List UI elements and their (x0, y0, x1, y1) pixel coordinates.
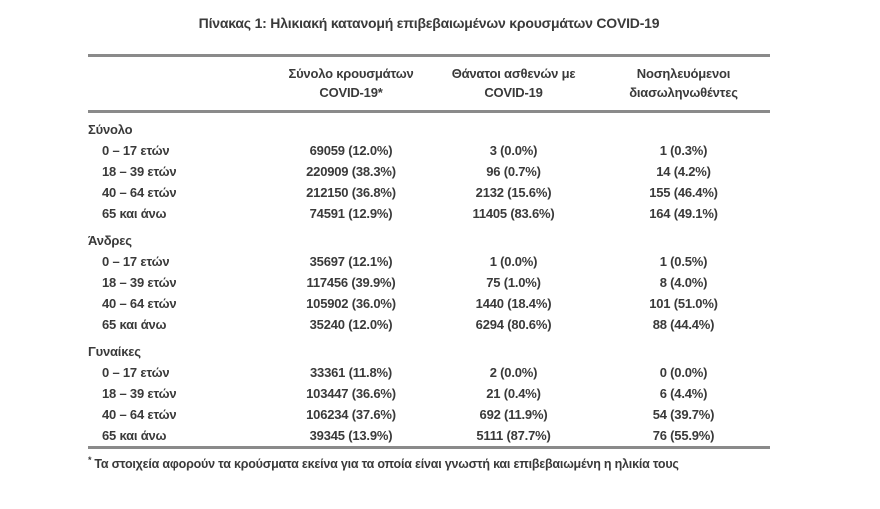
table-row: 18 – 39 ετών 103447 (36.6%) 21 (0.4%) 6 (4.… (88, 383, 770, 404)
deaths-value: 1 (0.0%) (489, 254, 538, 269)
table-row: 0 – 17 ετών 33361 (11.8%) 2 (0.0%) 0 (0.0%) (88, 362, 770, 383)
section-label: Γυναίκες (88, 344, 141, 359)
section-row: Άνδρες (88, 224, 770, 251)
section-row: Γυναίκες (88, 335, 770, 362)
table-row: 65 και άνω 39345 (13.9%) 5111 (87.7%) 76 (5… (88, 425, 770, 446)
table-row: 65 και άνω 74591 (12.9%) 11405 (83.6%) 164 … (88, 203, 770, 224)
cases-value: 103447 (36.6%) (306, 386, 396, 401)
cases-value: 106234 (37.6%) (306, 407, 396, 422)
deaths-value: 5111 (87.7%) (476, 428, 551, 443)
covid-age-table: Σύνολο κρουσμάτων COVID-19* Θάνατοι ασθε… (88, 57, 770, 446)
deaths-value: 692 (11.9%) (479, 407, 548, 422)
cases-value: 220909 (38.3%) (306, 164, 396, 179)
section-label: Σύνολο (88, 122, 133, 137)
age-group-label: 40 – 64 ετών (102, 296, 177, 311)
cases-value: 33361 (11.8%) (310, 365, 392, 380)
age-group-label: 18 – 39 ετών (102, 275, 177, 290)
age-group-label: 0 – 17 ετών (102, 254, 170, 269)
table-1-block: Πίνακας 1: Ηλικιακή κατανομή επιβεβαιωμέ… (88, 14, 770, 472)
table-body: Σύνολο 0 – 17 ετών 69059 (12.0%) 3 (0.0%) 1 … (88, 112, 770, 447)
deaths-value: 21 (0.4%) (486, 386, 541, 401)
age-group-label: 40 – 64 ετών (102, 407, 177, 422)
table-row: 0 – 17 ετών 69059 (12.0%) 3 (0.0%) 1 (0.3%) (88, 140, 770, 161)
table-row: 40 – 64 ετών 105902 (36.0%) 1440 (18.4%) 10… (88, 293, 770, 314)
section-label: Άνδρες (88, 233, 132, 248)
table-row: 65 και άνω 35240 (12.0%) 6294 (80.6%) 88 (4… (88, 314, 770, 335)
deaths-value: 96 (0.7%) (486, 164, 541, 179)
header-total-cases: Σύνολο κρουσμάτων COVID-19* (272, 57, 430, 113)
age-group-label: 65 και άνω (102, 317, 167, 332)
header-intubated-line2: διασωληνωθέντες (629, 85, 738, 100)
cases-value: 39345 (13.9%) (309, 428, 393, 443)
cases-value: 212150 (36.8%) (306, 185, 396, 200)
table-row: 0 – 17 ετών 35697 (12.1%) 1 (0.0%) 1 (0.5%) (88, 251, 770, 272)
table-row: 40 – 64 ετών 106234 (37.6%) 692 (11.9%) 54 … (88, 404, 770, 425)
cases-value: 35697 (12.1%) (309, 254, 393, 269)
age-group-label: 65 και άνω (102, 206, 167, 221)
deaths-value: 1440 (18.4%) (475, 296, 552, 311)
header-intubated-line1: Νοσηλευόμενοι (636, 66, 731, 81)
intubated-value: 6 (4.4%) (659, 386, 708, 401)
header-deaths-line1: Θάνατοι ασθενών με (451, 66, 576, 81)
cases-value: 105902 (36.0%) (306, 296, 396, 311)
intubated-value: 76 (55.9%) (652, 428, 715, 443)
footnote-asterisk-marker: * (88, 454, 92, 465)
intubated-value: 164 (49.1%) (649, 206, 718, 221)
age-group-label: 40 – 64 ετών (102, 185, 177, 200)
intubated-value: 1 (0.3%) (659, 143, 708, 158)
cases-value: 117456 (39.9%) (306, 275, 396, 290)
header-deaths: Θάνατοι ασθενών με COVID-19 (430, 57, 597, 113)
header-total-cases-line1: Σύνολο κρουσμάτων (288, 66, 414, 81)
table-title: Πίνακας 1: Ηλικιακή κατανομή επιβεβαιωμέ… (198, 15, 660, 31)
intubated-value: 155 (46.4%) (649, 185, 718, 200)
deaths-value: 2132 (15.6%) (475, 185, 552, 200)
table-row: 18 – 39 ετών 220909 (38.3%) 96 (0.7%) 14 (4… (88, 161, 770, 182)
deaths-value: 75 (1.0%) (486, 275, 541, 290)
table-row: 40 – 64 ετών 212150 (36.8%) 2132 (15.6%) 15… (88, 182, 770, 203)
intubated-value: 101 (51.0%) (649, 296, 718, 311)
cases-value: 74591 (12.9%) (309, 206, 393, 221)
header-intubated: Νοσηλευόμενοι διασωληνωθέντες (597, 57, 770, 113)
section-row: Σύνολο (88, 112, 770, 141)
header-total-cases-line2: COVID-19* (319, 85, 383, 100)
age-group-label: 18 – 39 ετών (102, 164, 177, 179)
age-group-label: 0 – 17 ετών (102, 143, 170, 158)
deaths-value: 2 (0.0%) (489, 365, 538, 380)
intubated-value: 54 (39.7%) (652, 407, 715, 422)
intubated-value: 8 (4.0%) (659, 275, 708, 290)
footnote: * Τα στοιχεία αφορούν τα κρούσματα εκείνα… (88, 454, 770, 472)
age-group-label: 65 και άνω (102, 428, 167, 443)
header-deaths-line2: COVID-19 (484, 85, 543, 100)
intubated-value: 1 (0.5%) (659, 254, 708, 269)
covid-age-table-wrap: Σύνολο κρουσμάτων COVID-19* Θάνατοι ασθε… (88, 54, 770, 449)
table-row: 18 – 39 ετών 117456 (39.9%) 75 (1.0%) 8 (4.… (88, 272, 770, 293)
deaths-value: 3 (0.0%) (489, 143, 538, 158)
intubated-value: 14 (4.2%) (656, 164, 711, 179)
age-group-label: 0 – 17 ετών (102, 365, 170, 380)
cases-value: 35240 (12.0%) (309, 317, 393, 332)
intubated-value: 88 (44.4%) (652, 317, 715, 332)
intubated-value: 0 (0.0%) (659, 365, 708, 380)
age-group-label: 18 – 39 ετών (102, 386, 177, 401)
deaths-value: 11405 (83.6%) (472, 206, 555, 221)
header-empty-cell (88, 57, 272, 113)
deaths-value: 6294 (80.6%) (475, 317, 552, 332)
footnote-text: Τα στοιχεία αφορούν τα κρούσματα εκείνα … (94, 457, 679, 471)
cases-value: 69059 (12.0%) (309, 143, 393, 158)
table-header: Σύνολο κρουσμάτων COVID-19* Θάνατοι ασθε… (88, 57, 770, 113)
